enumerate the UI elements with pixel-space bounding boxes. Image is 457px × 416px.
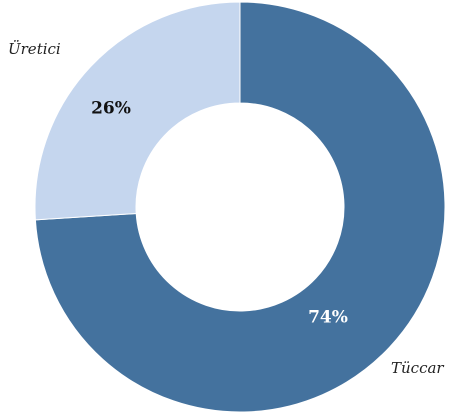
donut-slice-üretici (34, 1, 241, 221)
donut-slices (34, 1, 446, 413)
slice-category-label: Tüccar (391, 359, 444, 377)
slice-percent-label: 26% (91, 99, 131, 119)
donut-slice-tüccar (34, 1, 446, 413)
slice-percent-label: 74% (308, 308, 348, 328)
slice-category-label: Üretici (8, 40, 61, 58)
donut-labels: 74% Tüccar 26% Üretici (8, 40, 444, 377)
